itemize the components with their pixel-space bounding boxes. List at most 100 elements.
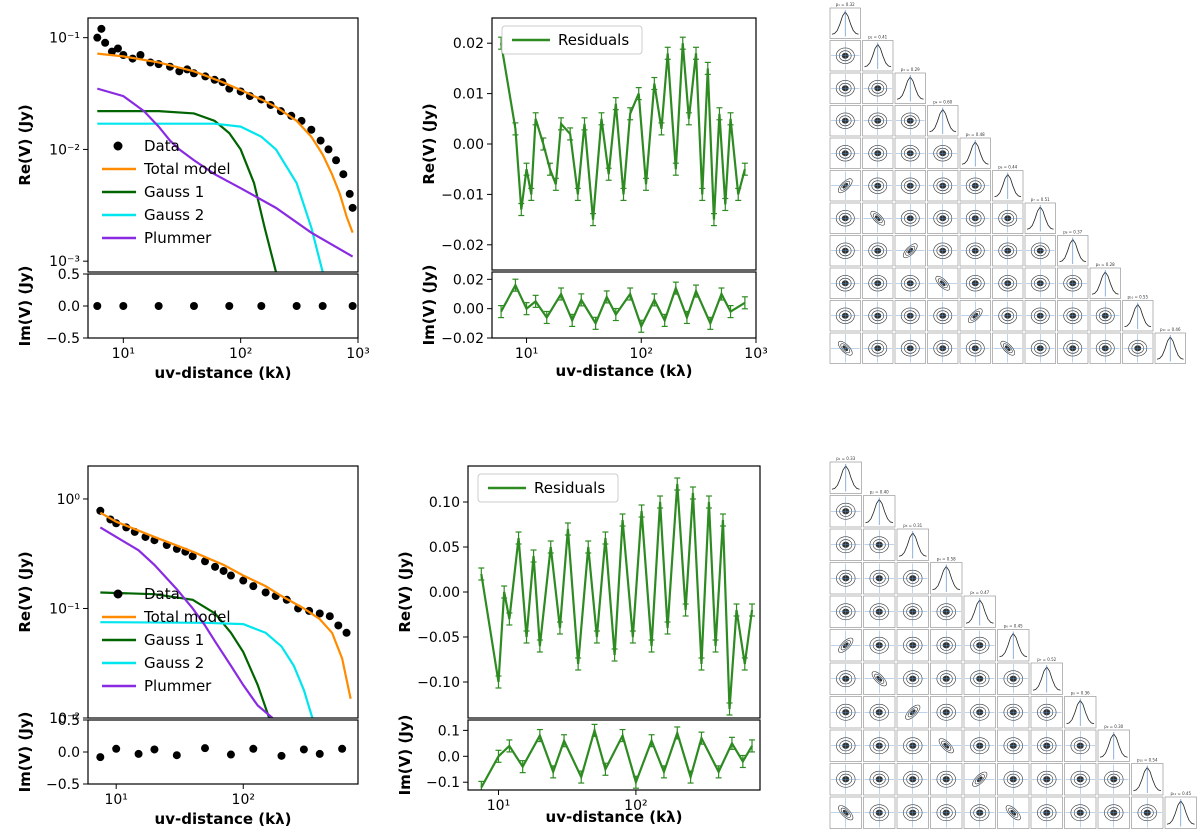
legend: Residuals <box>501 25 643 55</box>
data-point <box>307 125 316 134</box>
axes-frame-bottom <box>491 271 757 339</box>
corner-title: p₆ = 0.45 <box>1004 624 1023 629</box>
panel-top: 0.02 0.01 0.00 −0.01 −0.02 Re(V) (Jy) <box>420 17 757 271</box>
y-tick-label: 10⁻³ <box>49 254 80 270</box>
corner-title: p₃ = 0.31 <box>903 523 922 528</box>
gauss-1-line <box>97 110 278 272</box>
residuals-im-line <box>480 726 753 788</box>
legend-label: Total model <box>143 160 231 178</box>
corner-contour <box>870 210 886 226</box>
im-data-point <box>154 302 163 310</box>
data-point <box>201 557 210 566</box>
axes-frame-bottom <box>87 273 359 339</box>
chart-row2-model: 10⁰ 10⁻¹ 10⁻² Re(V) (Jy) 0.5 0.0 −0.5 Im(V) (Jy… <box>16 465 359 828</box>
data-point <box>239 576 248 585</box>
legend-label: Plummer <box>144 677 212 695</box>
y-tick-label: −0.01 <box>441 187 484 203</box>
corner-contour <box>938 738 954 754</box>
legend-label: Total model <box>143 608 231 626</box>
x-axis-label: uv-distance (kλ) <box>155 810 292 828</box>
corner-contour <box>907 707 918 718</box>
im-data-point <box>318 302 327 310</box>
data-point <box>342 628 351 637</box>
corner-contour <box>837 340 853 356</box>
y-tick-label: 0.00 <box>429 585 460 601</box>
gauss-2-line <box>97 122 324 272</box>
corner-title: p₃ = 0.29 <box>901 67 920 72</box>
legend-label: Residuals <box>534 479 605 497</box>
y-tick-label: −0.1 <box>426 775 460 791</box>
axes-frame-top <box>87 17 359 273</box>
axes-frame-bottom <box>467 719 761 791</box>
im-data-point <box>348 302 357 310</box>
corner-title: p₅ = 0.47 <box>970 590 989 595</box>
im-data-point <box>315 749 324 758</box>
y-tick-label: −0.5 <box>46 777 80 793</box>
legend-swatch <box>113 141 123 151</box>
chart-row2-residuals: 0.10 0.05 0.00 −0.05 −0.10 Re(V) (Jy) 0.1 0.0 −0… <box>396 465 761 826</box>
y-tick-label: 10⁻¹ <box>49 31 80 47</box>
im-data-point <box>134 749 143 758</box>
y-tick-label: 0.0 <box>438 749 460 765</box>
corner-title: p₄ = 0.60 <box>933 100 952 105</box>
y-tick-label: 10⁻¹ <box>49 601 80 617</box>
corner-title: p₆ = 0.44 <box>998 165 1017 170</box>
corner-title: p₉ = 0.30 <box>1104 724 1123 729</box>
axes-frame-top <box>87 465 359 719</box>
legend-box <box>501 25 643 55</box>
plummer-line <box>99 526 274 718</box>
corner-title: p₄ = 0.58 <box>937 557 956 562</box>
y-tick-label: −0.10 <box>417 675 460 691</box>
data-point <box>211 562 220 571</box>
corner-title: p₉ = 0.28 <box>1096 262 1115 267</box>
data-point <box>188 552 197 561</box>
corner-title: p₁₁ = 0.46 <box>1160 327 1181 332</box>
im-data-point <box>292 302 301 310</box>
corner-contour <box>871 671 887 687</box>
data-point <box>219 566 228 575</box>
im-data-point <box>338 744 347 753</box>
x-tick-label: 10¹ <box>112 346 135 362</box>
legend-label: Residuals <box>558 31 629 49</box>
x-tick-label: 10¹ <box>487 798 510 814</box>
corner-contour <box>905 704 921 720</box>
corner-contour <box>937 278 948 289</box>
y-axis-label: Re(V) (Jy) <box>16 104 34 185</box>
corner-contour <box>840 807 851 818</box>
data-point <box>315 609 324 618</box>
plot-area-top <box>478 477 756 716</box>
corner-title: p₁₁ = 0.45 <box>1170 791 1191 796</box>
data-point <box>249 582 258 591</box>
y-tick-label: 0.10 <box>429 495 460 511</box>
legend-box <box>477 473 619 503</box>
chart-row2-corner: p₁ = 0.33 p₂ = 0.40 p₃ = 0.31 p₄ = 0.58 p₅ =… <box>829 456 1197 829</box>
im-data-point <box>257 302 266 310</box>
legend-label: Data <box>144 585 180 603</box>
y-tick-label: 0.01 <box>453 87 484 103</box>
x-tick-label: 10¹ <box>515 346 538 362</box>
y-tick-label: −0.5 <box>46 331 80 347</box>
legend: Residuals <box>477 473 619 503</box>
corner-title: p₇ = 0.52 <box>1037 657 1056 662</box>
x-tick-label: 10² <box>630 346 653 362</box>
y-tick-label: −0.02 <box>441 238 484 254</box>
corner-contour <box>840 343 851 354</box>
y-axis-label: Im(V) (Jy) <box>16 712 34 793</box>
im-data-point <box>96 753 105 762</box>
corner-contour <box>838 805 854 821</box>
plot-area-top <box>93 24 357 272</box>
data-point <box>348 203 357 212</box>
legend: Data Total model Gauss 1 Gauss 2 Plummer <box>102 585 231 695</box>
panel-bottom: 0.5 0.0 −0.5 Im(V) (Jy) <box>16 712 359 793</box>
y-tick-label: 0.5 <box>58 713 80 729</box>
data-point <box>261 588 270 597</box>
corner-contour <box>902 243 918 259</box>
x-tick-label: 10³ <box>744 346 767 362</box>
panel-bottom: 0.1 0.0 −0.1 Im(V) (Jy) <box>396 715 761 795</box>
plot-area-bottom <box>478 723 756 790</box>
y-tick-label: 0.5 <box>58 267 80 283</box>
y-tick-label: −0.02 <box>441 331 484 347</box>
corner-title: p₅ = 0.48 <box>966 132 985 137</box>
